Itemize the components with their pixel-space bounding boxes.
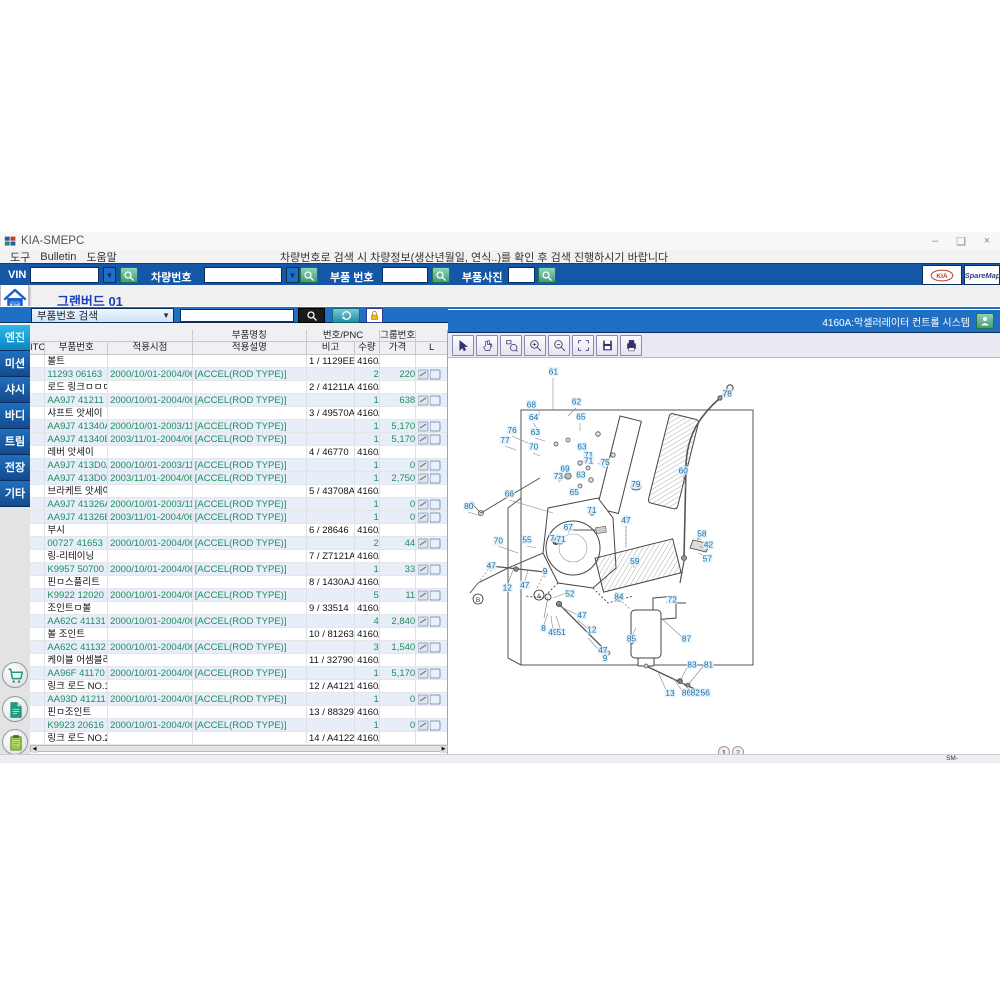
- svg-text:79: 79: [631, 479, 641, 489]
- svg-text:13: 13: [665, 688, 675, 698]
- svg-text:47: 47: [621, 515, 631, 525]
- svg-text:A: A: [537, 593, 542, 600]
- svg-text:52: 52: [565, 589, 575, 599]
- svg-text:70: 70: [529, 442, 539, 452]
- svg-text:B: B: [476, 597, 480, 604]
- svg-text:61: 61: [549, 366, 559, 376]
- svg-text:9: 9: [543, 566, 548, 576]
- svg-text:8: 8: [541, 623, 546, 633]
- svg-text:83: 83: [687, 660, 697, 670]
- svg-text:84: 84: [614, 591, 624, 601]
- svg-text:63: 63: [576, 470, 586, 480]
- svg-text:47: 47: [577, 610, 587, 620]
- svg-text:65: 65: [576, 411, 586, 421]
- svg-text:59: 59: [630, 556, 640, 566]
- svg-text:78: 78: [723, 388, 733, 398]
- svg-text:57: 57: [703, 553, 713, 563]
- svg-text:12: 12: [587, 624, 597, 634]
- svg-text:70: 70: [494, 536, 504, 546]
- svg-text:73: 73: [554, 471, 564, 481]
- svg-text:42: 42: [704, 540, 714, 550]
- svg-text:77: 77: [500, 435, 510, 445]
- svg-text:67: 67: [564, 522, 574, 532]
- svg-text:58: 58: [697, 529, 707, 539]
- svg-text:71: 71: [584, 455, 594, 465]
- svg-text:47: 47: [520, 580, 530, 590]
- svg-text:71: 71: [556, 534, 566, 544]
- svg-text:47: 47: [487, 561, 497, 571]
- svg-text:62: 62: [572, 397, 582, 407]
- svg-text:66: 66: [505, 488, 515, 498]
- svg-text:87: 87: [682, 634, 692, 644]
- svg-text:KIA: KIA: [936, 273, 948, 280]
- svg-text:80: 80: [464, 501, 474, 511]
- svg-text:55: 55: [522, 535, 532, 545]
- svg-text:56: 56: [701, 688, 711, 698]
- svg-text:75: 75: [600, 457, 610, 467]
- svg-text:72: 72: [668, 595, 678, 605]
- svg-text:81: 81: [704, 660, 714, 670]
- svg-text:82: 82: [691, 688, 701, 698]
- svg-text:71: 71: [587, 505, 597, 515]
- svg-text:60: 60: [679, 465, 689, 475]
- svg-text:65: 65: [570, 487, 580, 497]
- svg-text:64: 64: [529, 412, 539, 422]
- svg-text:85: 85: [627, 634, 637, 644]
- svg-text:12: 12: [503, 583, 513, 593]
- svg-text:63: 63: [531, 427, 541, 437]
- svg-text:51: 51: [556, 627, 566, 637]
- svg-text:63: 63: [577, 442, 587, 452]
- svg-text:9: 9: [603, 653, 608, 663]
- svg-text:76: 76: [507, 425, 517, 435]
- svg-text:68: 68: [527, 399, 537, 409]
